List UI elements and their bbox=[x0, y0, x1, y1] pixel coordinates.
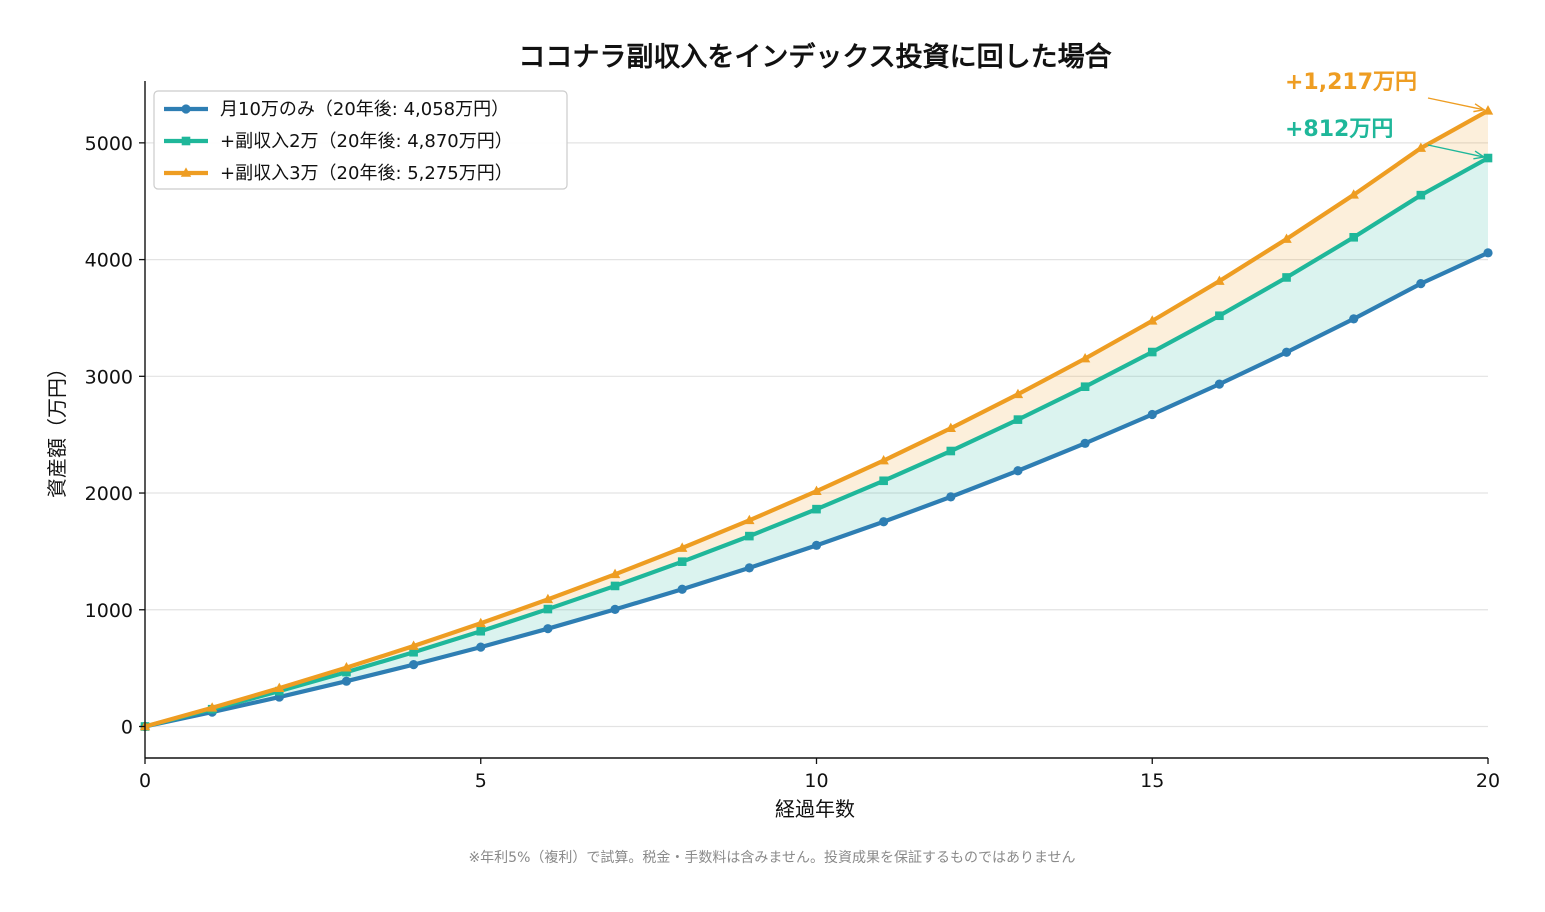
data-point bbox=[744, 514, 755, 525]
data-point bbox=[341, 662, 352, 672]
data-point bbox=[475, 617, 486, 628]
data-point bbox=[409, 660, 419, 670]
y-tick-label: 1000 bbox=[85, 600, 133, 622]
data-point bbox=[1416, 190, 1426, 200]
annotation-label: +1,217万円 bbox=[1285, 70, 1417, 95]
legend-label: +副収入2万（20年後: 4,870万円） bbox=[220, 131, 513, 152]
data-point bbox=[543, 604, 553, 614]
series-1 bbox=[140, 153, 1493, 731]
x-tick-label: 0 bbox=[139, 770, 151, 792]
data-point bbox=[946, 492, 956, 502]
legend-label: +副収入3万（20年後: 5,275万円） bbox=[220, 163, 513, 184]
y-tick-label: 0 bbox=[121, 716, 133, 738]
data-point bbox=[1147, 347, 1157, 357]
data-point bbox=[1483, 248, 1493, 258]
data-point bbox=[811, 540, 822, 550]
data-point bbox=[206, 702, 218, 712]
legend-swatch-marker bbox=[180, 167, 192, 177]
data-point bbox=[677, 584, 687, 594]
tick-labels: 0 5 10 15 20 0 1000 2000 3000 4000 5000 bbox=[85, 133, 1500, 792]
data-point bbox=[1348, 189, 1359, 199]
x-tick-label: 5 bbox=[475, 770, 487, 792]
data-point bbox=[1215, 311, 1224, 321]
data-point bbox=[1013, 466, 1023, 476]
data-point bbox=[542, 593, 554, 604]
grid-lines bbox=[145, 142, 1488, 728]
data-point bbox=[945, 422, 956, 433]
data-point bbox=[1282, 273, 1291, 282]
y-axis-label: 資産額（万円） bbox=[45, 358, 69, 498]
data-point bbox=[609, 568, 621, 579]
y-tick-label: 2000 bbox=[85, 483, 133, 505]
legend-swatch-marker bbox=[181, 136, 191, 146]
annotation-arrow bbox=[1427, 97, 1484, 110]
y-tick-label: 5000 bbox=[85, 133, 133, 155]
legend: 月10万のみ（20年後: 4,058万円） +副収入2万（20年後: 4,870万… bbox=[153, 90, 568, 190]
data-point bbox=[677, 557, 687, 566]
data-point bbox=[1349, 232, 1358, 242]
data-point bbox=[1415, 142, 1427, 152]
data-point bbox=[1080, 382, 1090, 392]
data-point bbox=[677, 542, 688, 552]
data-point bbox=[879, 517, 889, 527]
legend-item-2: +副収入3万（20年後: 5,275万円） bbox=[164, 163, 513, 184]
y-tick-label: 4000 bbox=[85, 250, 133, 272]
data-point bbox=[1214, 379, 1224, 389]
series-lines bbox=[139, 105, 1494, 732]
annotation-label: +812万円 bbox=[1285, 117, 1393, 142]
footnote: ※年利5%（複利）で試算。税金・手数料は含みません。投資成果を保証するものではあ… bbox=[468, 849, 1075, 866]
x-tick-label: 15 bbox=[1140, 770, 1164, 792]
data-point bbox=[1416, 279, 1426, 289]
data-point bbox=[1012, 388, 1024, 399]
data-point bbox=[1080, 438, 1090, 448]
data-point bbox=[610, 604, 620, 615]
data-point bbox=[274, 682, 285, 692]
data-point bbox=[1482, 105, 1494, 115]
legend-box bbox=[153, 90, 568, 190]
series-2 bbox=[139, 105, 1494, 731]
fill-area-1 bbox=[145, 110, 1488, 727]
data-point bbox=[476, 642, 486, 652]
data-point bbox=[1079, 352, 1091, 363]
annotation-arrow bbox=[1427, 144, 1484, 157]
data-point bbox=[1214, 275, 1225, 285]
data-point bbox=[341, 676, 352, 686]
annotations: +1,217万円 +812万円 bbox=[1285, 70, 1484, 157]
data-point bbox=[1013, 415, 1023, 424]
data-point bbox=[745, 531, 754, 541]
legend-item-1: +副収入2万（20年後: 4,870万円） bbox=[164, 131, 513, 152]
data-point bbox=[1349, 314, 1359, 324]
area-fills bbox=[145, 110, 1488, 727]
legend-label: 月10万のみ（20年後: 4,058万円） bbox=[220, 99, 509, 120]
data-point bbox=[543, 624, 553, 634]
data-point bbox=[744, 563, 754, 573]
data-point bbox=[610, 581, 620, 591]
y-tick-label: 3000 bbox=[85, 366, 133, 388]
legend-item-0: 月10万のみ（20年後: 4,058万円） bbox=[164, 99, 509, 120]
data-point bbox=[1147, 409, 1157, 420]
data-point bbox=[1147, 315, 1158, 325]
data-point bbox=[409, 647, 418, 657]
data-point bbox=[811, 485, 822, 495]
legend-swatch-marker bbox=[181, 104, 191, 114]
x-axis-label: 経過年数 bbox=[775, 797, 855, 821]
x-tick-label: 20 bbox=[1476, 770, 1500, 792]
series-line-2 bbox=[142, 108, 1491, 729]
data-point bbox=[476, 626, 486, 636]
data-point bbox=[812, 504, 821, 514]
data-point bbox=[878, 454, 889, 465]
chart-title: ココナラ副収入をインデックス投資に回した場合 bbox=[518, 41, 1111, 73]
data-point bbox=[342, 667, 351, 677]
data-point bbox=[946, 446, 956, 456]
x-tick-label: 10 bbox=[804, 770, 828, 792]
data-point bbox=[1281, 233, 1292, 243]
data-point bbox=[408, 640, 419, 650]
data-point bbox=[1483, 153, 1493, 163]
data-point bbox=[879, 476, 888, 486]
data-point bbox=[1281, 347, 1292, 357]
